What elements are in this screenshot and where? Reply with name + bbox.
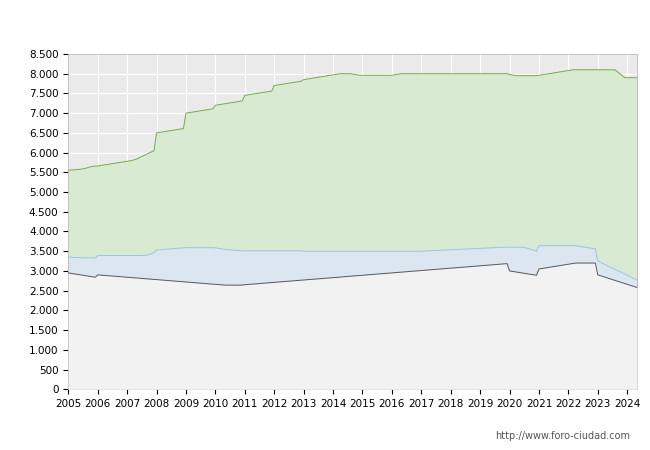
Text: Alcalá del Río - Evolucion de la poblacion en edad de Trabajar Mayo de 2024: Alcalá del Río - Evolucion de la poblaci…	[70, 17, 580, 30]
Text: http://www.foro-ciudad.com: http://www.foro-ciudad.com	[495, 431, 630, 441]
